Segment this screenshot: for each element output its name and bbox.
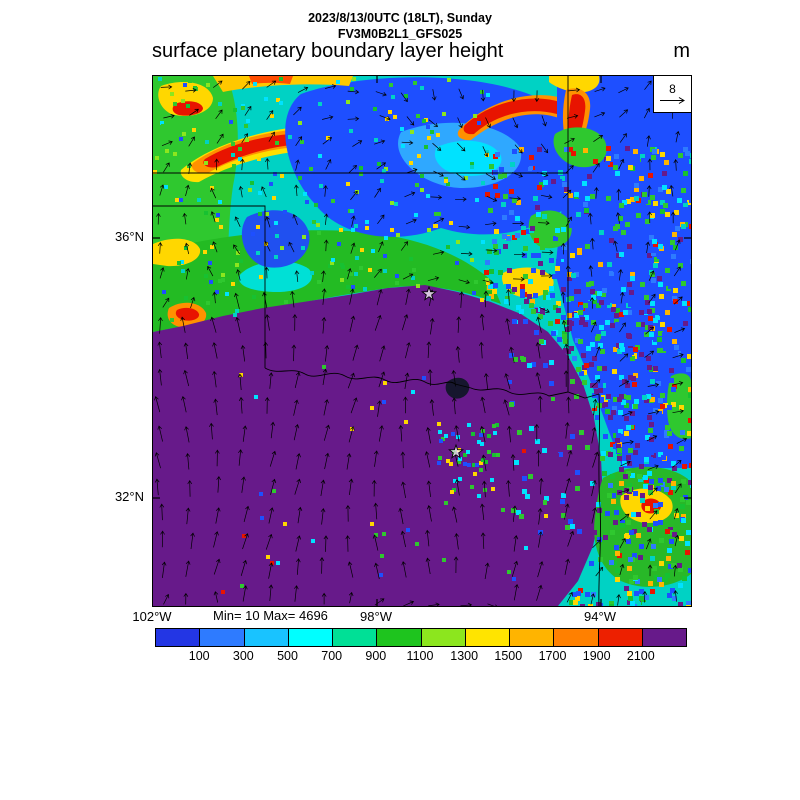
colorbar-cell [465,629,510,646]
lon-label-94w: 94°W [584,609,616,624]
state-border-line [153,205,266,368]
colorbar-level-label: 1500 [494,649,523,663]
run-info: 2023/8/13/0UTC (18LT), Sunday FV3M0B2L1_… [0,10,800,43]
field-red-arc-top [463,98,571,135]
star-marker [421,285,437,301]
colorbar-level-label: 1300 [450,649,479,663]
star-marker [448,443,464,459]
field-green-patch-right [528,210,572,249]
colorbar-cell [244,629,289,646]
colorbar-cell [288,629,333,646]
field-pbl-max-purple [153,285,603,606]
lat-label-32n: 32°N [114,489,144,504]
wind-reference-key: 8 [653,76,691,113]
colorbar-cell [642,629,686,646]
wind-vectors [154,77,688,606]
colorbar-cell [421,629,466,646]
field-blue-blob-left [241,210,310,268]
state-border-line [598,393,602,606]
colorbar-level-label: 1700 [538,649,567,663]
model-id: FV3M0B2L1_GFS025 [337,27,463,42]
colorbar-cell [200,629,245,646]
colorbar-cell [156,629,201,646]
colorbar-level-label: 100 [188,649,210,663]
map-frame: 8 [152,75,692,607]
wind-reference-value: 8 [669,81,676,96]
colorbar-cell [554,629,599,646]
colorbar-cell [377,629,422,646]
field-topleft-red [172,101,203,116]
colorbar-level-label: 300 [232,649,254,663]
lon-label-102w: 102°W [132,609,172,624]
colorbar-level-label: 1900 [582,649,611,663]
units-label: m [673,40,690,62]
reference-arrow-icon [659,97,685,105]
colorbar-cell [510,629,555,646]
field-top-edge-yellow [213,76,353,92]
colorbar-level-label: 2100 [626,649,655,663]
field-mid-green-band [153,230,501,332]
lat-label-36n: 36°N [114,229,144,244]
page-title: surface planetary boundary layer height [152,40,504,62]
colorbar-level-label: 700 [321,649,343,663]
minmax-stats: Min= 10 Max= 4696 [213,608,328,623]
field-cyan-pocket [434,140,502,176]
field-cyan-pocket-left [238,261,312,293]
pbl-height-map [153,76,691,606]
colorbar-cell [333,629,378,646]
colorbar-level-label: 500 [277,649,298,663]
lon-label-98w: 98°W [360,609,392,624]
colorbar-level-label: 1100 [406,649,434,663]
field-green-blob-topright [553,127,607,168]
valid-time: 2023/8/13/0UTC (18LT), Sunday [308,11,492,25]
title-row: surface planetary boundary layer height … [152,40,690,63]
field-topright-yellow [549,76,600,93]
state-border-line [264,367,600,399]
colorbar [155,628,687,647]
colorbar-level-label: 900 [365,649,387,663]
colorbar-cell [598,629,643,646]
colorbar-labels: 100 300 500 700 900 1100 1300 1500 1700 1900 2100 [155,649,687,665]
